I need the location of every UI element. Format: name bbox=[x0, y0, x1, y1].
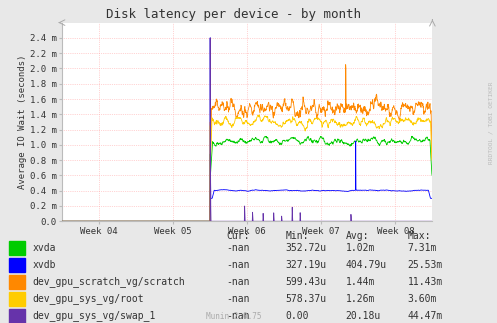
Bar bbox=[9, 309, 25, 323]
Text: -nan: -nan bbox=[226, 311, 249, 321]
Text: dev_gpu_scratch_vg/scratch: dev_gpu_scratch_vg/scratch bbox=[32, 276, 185, 287]
Text: -nan: -nan bbox=[226, 243, 249, 253]
Text: dev_gpu_sys_vg/root: dev_gpu_sys_vg/root bbox=[32, 294, 144, 304]
Text: 3.60m: 3.60m bbox=[408, 294, 437, 304]
Text: 352.72u: 352.72u bbox=[286, 243, 327, 253]
Text: 20.18u: 20.18u bbox=[345, 311, 381, 321]
Text: Min:: Min: bbox=[286, 231, 309, 241]
Text: dev_gpu_sys_vg/swap_1: dev_gpu_sys_vg/swap_1 bbox=[32, 310, 156, 321]
Text: 11.43m: 11.43m bbox=[408, 277, 443, 287]
Text: 327.19u: 327.19u bbox=[286, 260, 327, 270]
Text: RRDTOOL / TOBI OETIKER: RRDTOOL / TOBI OETIKER bbox=[488, 81, 493, 164]
Text: 599.43u: 599.43u bbox=[286, 277, 327, 287]
Text: Munin 2.0.75: Munin 2.0.75 bbox=[206, 312, 261, 321]
Text: Avg:: Avg: bbox=[345, 231, 369, 241]
Bar bbox=[9, 258, 25, 272]
Text: xvda: xvda bbox=[32, 243, 56, 253]
Text: 25.53m: 25.53m bbox=[408, 260, 443, 270]
Text: 578.37u: 578.37u bbox=[286, 294, 327, 304]
Text: 1.44m: 1.44m bbox=[345, 277, 375, 287]
Text: -nan: -nan bbox=[226, 260, 249, 270]
Bar bbox=[9, 292, 25, 306]
Text: Disk latency per device - by month: Disk latency per device - by month bbox=[106, 8, 361, 21]
Text: 1.02m: 1.02m bbox=[345, 243, 375, 253]
Text: 0.00: 0.00 bbox=[286, 311, 309, 321]
Text: -nan: -nan bbox=[226, 294, 249, 304]
Y-axis label: Average IO Wait (seconds): Average IO Wait (seconds) bbox=[18, 55, 27, 189]
Text: 1.26m: 1.26m bbox=[345, 294, 375, 304]
Text: 404.79u: 404.79u bbox=[345, 260, 387, 270]
Bar bbox=[9, 275, 25, 289]
Text: Max:: Max: bbox=[408, 231, 431, 241]
Text: 44.47m: 44.47m bbox=[408, 311, 443, 321]
Text: Cur:: Cur: bbox=[226, 231, 249, 241]
Text: 7.31m: 7.31m bbox=[408, 243, 437, 253]
Text: xvdb: xvdb bbox=[32, 260, 56, 270]
Bar bbox=[9, 241, 25, 255]
Text: -nan: -nan bbox=[226, 277, 249, 287]
